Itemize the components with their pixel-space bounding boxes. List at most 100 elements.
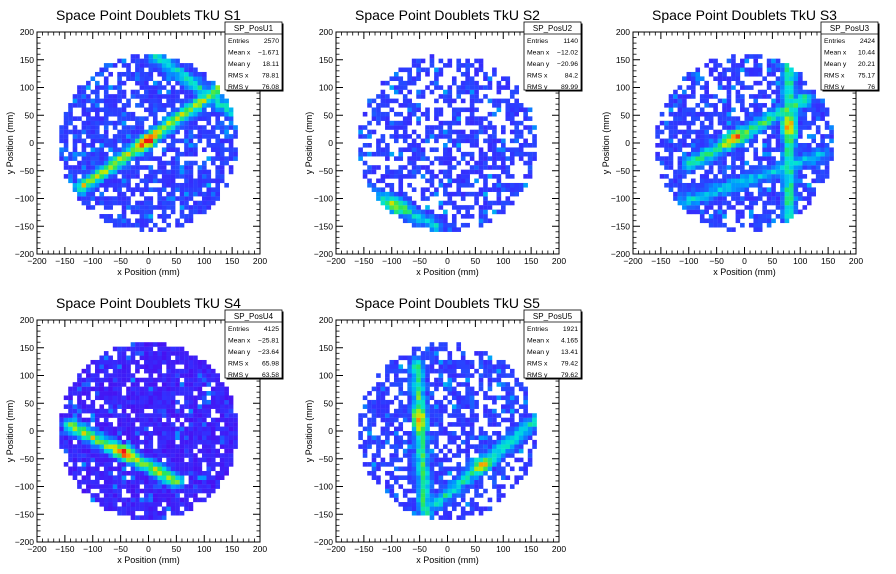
heatmap-cell [117, 76, 122, 81]
stats-value: 1140 [563, 38, 578, 45]
heatmap-cell [411, 169, 417, 175]
heatmap-cell [68, 391, 73, 396]
heatmap-cell [501, 98, 506, 104]
heatmap-cell [228, 169, 234, 175]
heatmap-cell [740, 67, 745, 73]
heatmap-cell [117, 470, 122, 476]
heatmap-cell [144, 147, 149, 153]
heatmap-cell [184, 107, 189, 113]
heatmap-cell [157, 439, 163, 445]
heatmap-cell [784, 209, 790, 215]
heatmap-cell [161, 94, 167, 99]
heatmap-cell [161, 435, 167, 441]
heatmap-cell [157, 493, 163, 498]
heatmap-cell [726, 80, 732, 86]
heatmap-cell [68, 444, 73, 449]
heatmap-cell [193, 116, 198, 121]
heatmap-cell [94, 160, 100, 166]
heatmap-cell [130, 382, 136, 387]
heatmap-cell [668, 103, 674, 108]
heatmap-cell [99, 448, 105, 454]
heatmap-cell [402, 103, 408, 108]
heatmap-cell [385, 439, 390, 445]
heatmap-cell [224, 160, 229, 166]
heatmap-cell [443, 63, 448, 68]
heatmap-cell [179, 435, 185, 441]
heatmap-cell [202, 174, 207, 179]
heatmap-cell [144, 116, 149, 121]
heatmap-cell [161, 431, 167, 436]
heatmap-cell [492, 111, 497, 117]
heatmap-cell [425, 129, 430, 135]
heatmap-cell [824, 174, 830, 179]
heatmap-cell [193, 457, 198, 463]
heatmap-cell [682, 98, 687, 104]
heatmap-cell [358, 125, 363, 130]
heatmap-cell [77, 391, 82, 396]
heatmap-cell [726, 174, 732, 179]
heatmap-cell [407, 435, 412, 441]
heatmap-cell [184, 89, 189, 95]
heatmap-cell [179, 422, 185, 427]
heatmap-cell [518, 129, 524, 135]
heatmap-cell [170, 120, 176, 126]
heatmap-cell [686, 160, 692, 166]
heatmap-cell [474, 134, 479, 139]
heatmap-cell [753, 67, 759, 73]
heatmap-cell [474, 116, 479, 121]
stats-value: 78.81 [262, 73, 279, 80]
heatmap-cell [81, 147, 87, 153]
x-tick-label: −50 [709, 256, 724, 266]
heatmap-cell [130, 395, 136, 401]
heatmap-cell [456, 178, 462, 184]
heatmap-cell [793, 156, 799, 161]
heatmap-cell [77, 453, 82, 458]
heatmap-cell [367, 422, 372, 427]
heatmap-cell [170, 182, 176, 188]
heatmap-cell [690, 129, 696, 135]
heatmap-cell [224, 138, 229, 144]
heatmap-cell [690, 200, 696, 206]
heatmap-cell [130, 408, 136, 414]
heatmap-cell [735, 134, 741, 139]
heatmap-cell [416, 484, 421, 489]
heatmap-cell [112, 138, 118, 144]
heatmap-cell [94, 444, 100, 449]
heatmap-cell [77, 94, 82, 99]
heatmap-cell [492, 156, 497, 161]
heatmap-cell [717, 138, 723, 144]
heatmap-cell [90, 187, 96, 192]
heatmap-cell [86, 160, 91, 166]
heatmap-cell [740, 107, 745, 113]
heatmap-cell [77, 479, 82, 485]
heatmap-cell [380, 408, 386, 414]
heatmap-cell [166, 422, 171, 427]
heatmap-cell [139, 147, 145, 153]
heatmap-cell [744, 125, 750, 130]
heatmap-cell [407, 205, 412, 210]
heatmap-cell [376, 391, 381, 396]
heatmap-cell [121, 417, 127, 423]
heatmap-cell [460, 138, 466, 144]
heatmap-cell [673, 182, 678, 188]
heatmap-cell [175, 174, 180, 179]
heatmap-cell [175, 484, 180, 489]
heatmap-cell [766, 196, 772, 201]
heatmap-cell [175, 71, 180, 77]
heatmap-cell [135, 151, 140, 157]
heatmap-cell [81, 399, 87, 405]
x-tick-label: 150 [225, 256, 239, 266]
heatmap-cell [362, 395, 368, 401]
heatmap-cell [416, 457, 421, 463]
heatmap-cell [144, 156, 149, 161]
heatmap-cell [824, 134, 830, 139]
heatmap-cell [429, 479, 435, 485]
heatmap-cell [112, 147, 118, 153]
heatmap-cell [161, 470, 167, 476]
heatmap-cell [94, 174, 100, 179]
heatmap-cell [144, 138, 149, 144]
heatmap-cell [766, 151, 772, 157]
heatmap-cell [135, 120, 140, 126]
heatmap-cell [86, 116, 91, 121]
heatmap-cell [148, 169, 154, 175]
